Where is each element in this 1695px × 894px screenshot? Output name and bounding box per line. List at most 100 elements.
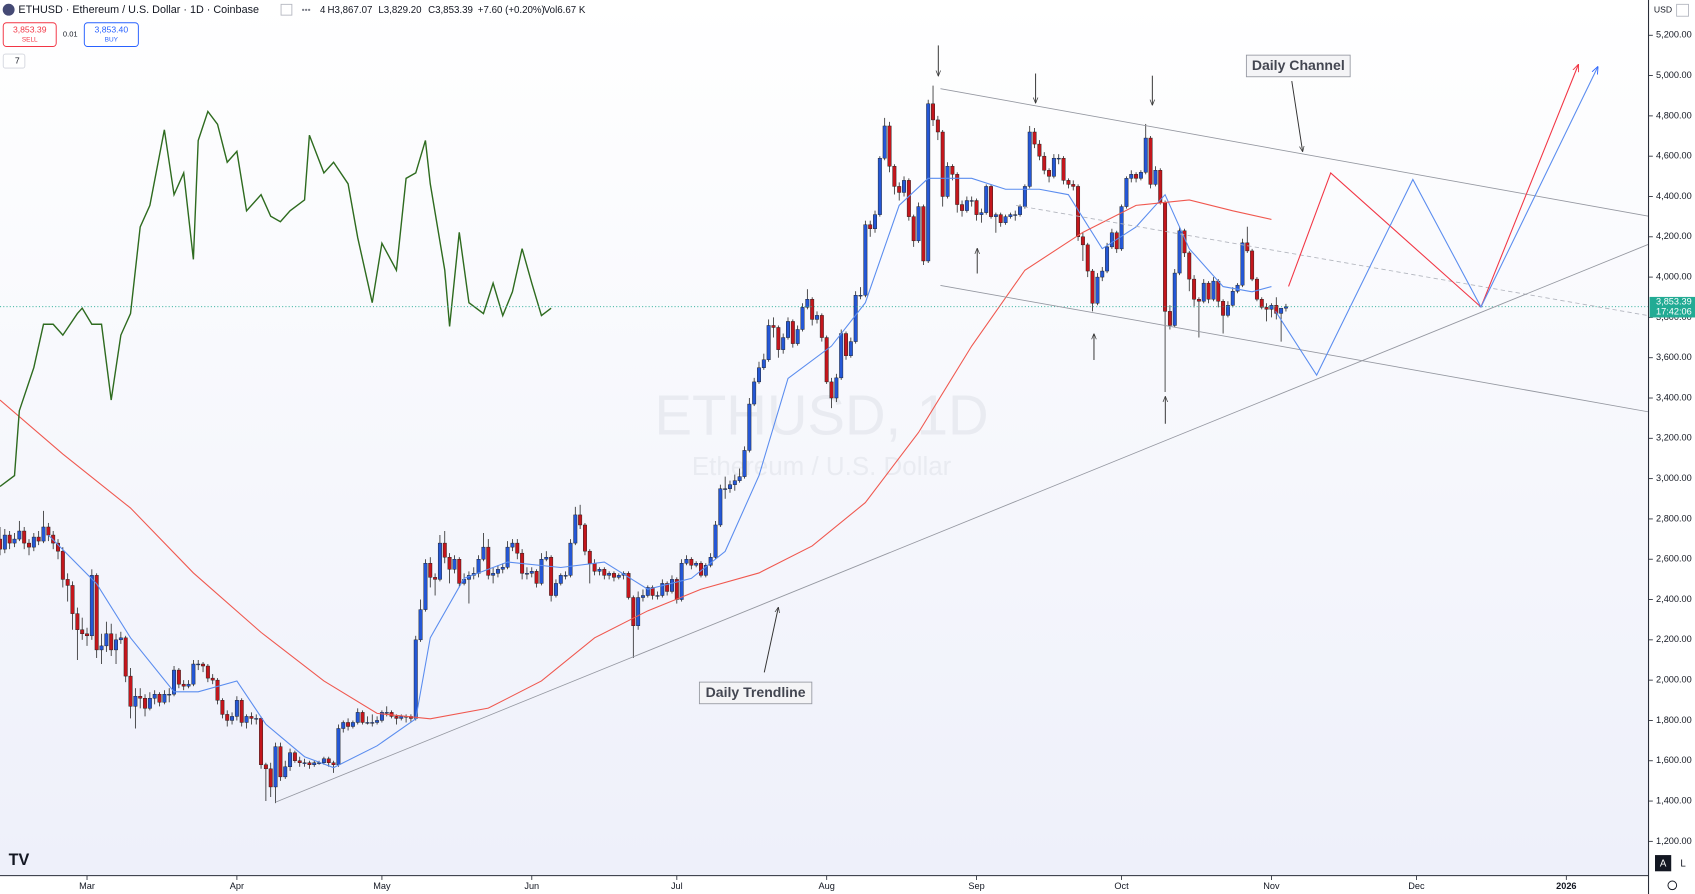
candle-body [524,573,529,575]
candle-body [1279,307,1284,314]
dots-icon[interactable]: ••• [302,5,311,15]
ohlc-low: L3,829.20 [378,5,422,16]
candle-body [181,683,186,687]
candle-body [752,381,757,405]
candle-body [278,746,283,778]
candle-body [935,119,940,133]
candle-body [1259,299,1264,308]
candle-body [331,762,336,765]
candle-body [1235,284,1240,292]
candle-body [964,200,969,211]
candle-body [1032,131,1037,145]
candle-body [162,694,167,703]
candle-body [249,716,254,719]
last-price-tag [1649,296,1695,318]
candle-body [989,186,994,217]
candle-body [877,157,882,215]
candle-body [974,200,979,215]
data-layer [0,85,1649,804]
candle-body [152,694,157,699]
y-tick-label: 4,000.00 [1656,272,1692,282]
candle-body [1221,301,1226,316]
axis-settings[interactable] [1676,3,1689,17]
y-tick-label: 2,000.00 [1656,675,1692,685]
candle-body [602,569,607,576]
candle-body [1013,214,1018,216]
y-tick-label: 3,200.00 [1656,433,1692,443]
candle-body [225,714,230,721]
settings-icon[interactable] [1667,880,1678,891]
x-tick-label: Mar [79,881,95,891]
candle-body [201,663,205,667]
auto-scale-button[interactable] [1655,855,1672,872]
candle-body [529,571,534,574]
candle-body [921,206,926,262]
candle-body [1047,170,1052,177]
candle-body [703,565,708,576]
indicators-toggle[interactable] [2,53,26,69]
candle-body [312,762,317,765]
candle-body [795,329,800,344]
candle-body [790,321,795,344]
candle-body [766,325,771,360]
candle-body [138,696,143,699]
x-tick-label: Dec [1408,881,1425,891]
sell-button[interactable] [2,22,57,47]
candle-body [355,712,360,723]
candle-body [563,575,568,577]
icon[interactable] [280,3,293,16]
candle-body [848,341,853,356]
candle-body [534,571,539,584]
candle-body [645,587,650,596]
currency[interactable]: USD [1654,5,1672,15]
candle-body [1172,272,1177,326]
buy-button[interactable] [83,22,139,47]
candle-body [882,125,887,159]
ohlc-close: C3,853.39 [428,5,473,16]
y-tick-label: 2,400.00 [1656,594,1692,604]
candle-body [104,633,109,647]
y-tick-label: 1,600.00 [1656,755,1692,765]
candle-body [1056,157,1061,160]
candle-body [1211,280,1216,300]
candle-body [210,677,215,681]
candle-body [993,214,998,217]
candle-body [544,556,549,560]
candle-body [99,645,104,651]
y-tick-label: 1,200.00 [1656,836,1692,846]
candle-body [1264,307,1269,310]
candle-body [660,583,665,596]
candle-body [650,587,655,596]
candle-body [41,526,46,542]
candle-body [1163,202,1168,312]
x-tick-label: Sep [968,881,984,891]
candle-body [979,212,984,215]
auto-scale-label: A [1660,858,1667,869]
candle-body [186,683,191,687]
candle-body [515,542,520,554]
volume: Vol6.67 K [544,5,586,16]
candle-body [732,480,737,485]
series-line [0,199,1272,720]
candle-body [172,669,176,695]
legend-header: ETHUSD · Ethereum / U.S. Dollar · 1D · C… [2,3,586,69]
candle-body [384,712,389,714]
candle-body [1196,299,1201,302]
log-scale-label[interactable]: L [1680,858,1686,869]
candle-body [89,575,94,637]
candle-body [17,530,22,540]
candle-body [360,712,365,723]
symbol-icon [2,3,15,16]
candle-body [244,716,249,723]
symbol-line: ETHUSD · Ethereum / U.S. Dollar · 1D · C… [18,4,259,16]
candle-body [491,573,496,576]
series-line [0,109,552,488]
candle-body [771,325,776,328]
candle-body [897,186,902,193]
candle-body [220,700,225,715]
candle-body [694,563,699,566]
candle-body [60,550,65,580]
candle-body [670,579,674,592]
candle-body [1283,306,1288,309]
